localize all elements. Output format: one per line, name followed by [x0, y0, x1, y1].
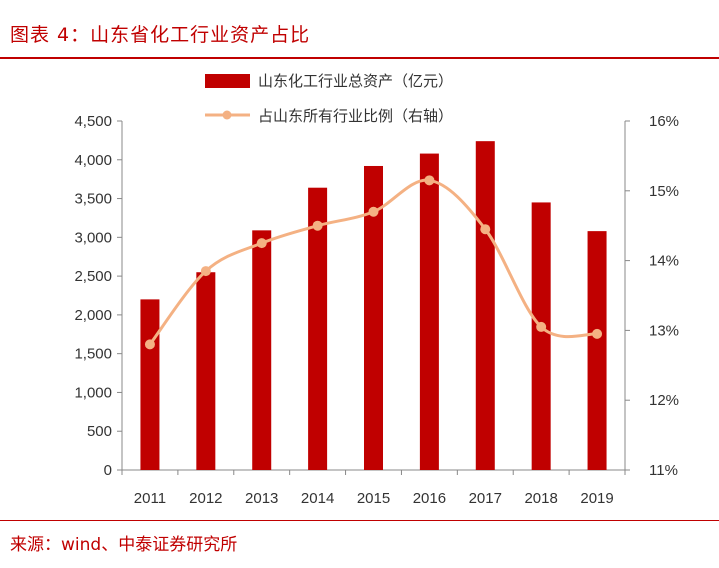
y-right-tick-label: 13%: [649, 322, 679, 339]
y-left-tick-label: 4,000: [74, 152, 112, 169]
bar: [364, 165, 383, 470]
x-tick-label: 2016: [413, 490, 446, 507]
ratio-point: [424, 175, 435, 186]
x-tick-label: 2014: [301, 490, 334, 507]
y-left-tick-label: 3,000: [74, 229, 112, 246]
ratio-point: [480, 224, 491, 235]
y-right-tick-label: 16%: [649, 113, 679, 130]
ratio-point: [200, 266, 211, 277]
legend-label-line: 占山东所有行业比例（右轴）: [258, 107, 453, 125]
ratio-point: [368, 206, 379, 217]
y-right-tick-label: 14%: [649, 253, 679, 270]
y-left-tick-label: 4,500: [74, 113, 112, 130]
bar: [475, 141, 495, 471]
x-tick-label: 2015: [357, 490, 390, 507]
tick-labels: 0 500 1,000 1,500 2,000 2,500 3,000 3,500 4,000 4…: [74, 113, 679, 507]
chart-title: 图表 4：山东省化工行业资产占比: [10, 24, 311, 46]
ratio-point: [312, 220, 323, 231]
line-series: [144, 175, 603, 350]
ratio-point: [144, 339, 155, 350]
footer-divider: [0, 520, 719, 521]
ratio-point: [256, 238, 267, 249]
y-left-tick-label: 1,000: [74, 384, 112, 401]
y-left-tick-label: 0: [104, 462, 112, 479]
bar: [196, 272, 216, 470]
x-tick-label: 2012: [189, 490, 222, 507]
x-tick-label: 2018: [524, 490, 557, 507]
ratio-point: [536, 321, 547, 332]
legend-swatch-marker: [222, 110, 232, 120]
y-left-tick-label: 2,500: [74, 268, 112, 285]
source-note: 来源：wind、中泰证券研究所: [10, 535, 238, 555]
legend-swatch-bar: [205, 74, 250, 88]
bar: [308, 187, 328, 470]
bar: [531, 202, 551, 470]
title-divider: [0, 57, 719, 59]
ratio-point: [592, 328, 603, 339]
legend-label-bar: 山东化工行业总资产（亿元）: [258, 72, 453, 90]
bar: [140, 299, 160, 470]
y-right-tick-label: 12%: [649, 392, 679, 409]
y-right-tick-label: 11%: [649, 462, 678, 479]
y-left-tick-label: 1,500: [74, 346, 112, 363]
x-tick-label: 2013: [245, 490, 278, 507]
bar-series: [140, 141, 607, 471]
y-left-tick-label: 2,000: [74, 307, 112, 324]
legend: 山东化工行业总资产（亿元） 占山东所有行业比例（右轴）: [205, 72, 453, 125]
x-tick-label: 2019: [580, 490, 613, 507]
bar: [252, 230, 272, 470]
y-left-tick-label: 3,500: [74, 191, 112, 208]
bar: [419, 153, 439, 470]
x-tick-label: 2011: [134, 490, 166, 507]
y-left-tick-label: 500: [87, 423, 112, 440]
x-tick-label: 2017: [469, 490, 502, 507]
bar: [587, 231, 607, 470]
y-right-tick-label: 15%: [649, 183, 679, 200]
